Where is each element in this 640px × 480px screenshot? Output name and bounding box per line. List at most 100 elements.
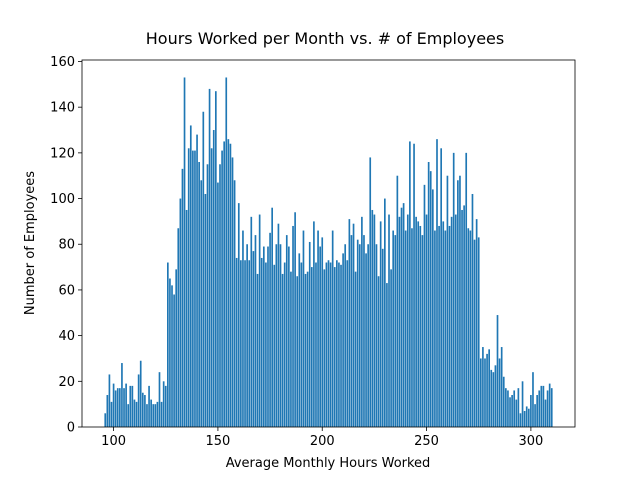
- bar: [313, 221, 315, 427]
- bar: [308, 241, 311, 427]
- bar: [358, 244, 361, 427]
- y-tick-label: 40: [58, 329, 75, 344]
- y-tick-label: 80: [58, 238, 75, 253]
- bar: [177, 228, 180, 427]
- bar: [361, 216, 363, 427]
- bar: [509, 397, 511, 427]
- bar: [511, 395, 513, 427]
- bar: [139, 360, 142, 427]
- bar: [550, 388, 553, 427]
- bar: [429, 171, 432, 427]
- bar: [202, 111, 205, 428]
- bar: [256, 273, 259, 427]
- bar: [275, 244, 278, 427]
- bar: [265, 262, 267, 427]
- bar: [386, 283, 388, 427]
- bar: [150, 399, 152, 427]
- bar: [438, 225, 440, 427]
- bar: [515, 399, 518, 427]
- bar: [461, 209, 463, 427]
- bar: [375, 244, 378, 427]
- bar: [534, 404, 536, 427]
- bar: [350, 235, 353, 427]
- bar: [237, 203, 240, 427]
- bar: [242, 230, 244, 427]
- bar: [363, 235, 365, 427]
- x-tick-label: 200: [310, 434, 335, 449]
- bar: [494, 365, 497, 427]
- bar: [231, 157, 234, 427]
- bar: [198, 162, 200, 427]
- bar: [119, 388, 121, 427]
- bar: [167, 262, 169, 427]
- bar: [154, 404, 157, 427]
- bar: [315, 262, 317, 427]
- bar: [346, 260, 349, 427]
- bar: [500, 347, 503, 427]
- bar: [133, 399, 136, 427]
- bar: [296, 276, 299, 427]
- bar: [454, 214, 457, 427]
- bar: [384, 198, 386, 427]
- bar: [381, 248, 384, 427]
- bar: [206, 164, 209, 428]
- bar: [194, 150, 196, 427]
- bar: [465, 152, 468, 427]
- bar: [390, 269, 392, 427]
- x-tick-label: 300: [518, 434, 543, 449]
- bar: [302, 230, 305, 427]
- x-tick-label: 100: [101, 434, 126, 449]
- bar: [252, 251, 255, 427]
- bar: [137, 374, 140, 427]
- bar: [532, 372, 534, 427]
- bar: [538, 390, 541, 427]
- bar: [446, 175, 449, 427]
- bar: [277, 223, 280, 427]
- x-tick-label: 150: [206, 434, 231, 449]
- bar: [413, 143, 415, 427]
- bar: [164, 385, 167, 427]
- bar: [323, 269, 326, 427]
- bar: [121, 363, 123, 427]
- bar: [290, 271, 292, 427]
- bar: [310, 267, 313, 427]
- bar: [329, 262, 332, 427]
- bar: [442, 221, 445, 427]
- bar: [304, 273, 307, 427]
- bar: [423, 184, 426, 427]
- bar: [540, 385, 543, 427]
- bar: [179, 198, 182, 427]
- bar: [367, 244, 369, 427]
- bar: [496, 315, 499, 427]
- bar: [292, 225, 294, 427]
- bar: [185, 209, 188, 427]
- bar: [400, 207, 403, 427]
- bar: [183, 77, 186, 427]
- bar: [548, 383, 551, 427]
- bar: [517, 388, 520, 427]
- bar: [388, 214, 390, 427]
- bar: [114, 390, 117, 427]
- bar: [417, 221, 420, 427]
- bar: [379, 221, 382, 427]
- bar: [131, 385, 134, 427]
- bar: [208, 88, 211, 428]
- y-tick-label: 160: [50, 55, 75, 70]
- bar: [200, 180, 203, 427]
- bar: [217, 182, 219, 427]
- bar: [196, 134, 198, 427]
- bar: [116, 388, 119, 427]
- bar: [325, 262, 328, 427]
- bar: [192, 150, 194, 427]
- y-tick-label: 20: [58, 375, 75, 390]
- bar: [459, 175, 461, 427]
- y-axis-label: Number of Employees: [23, 171, 38, 315]
- bar: [248, 260, 251, 427]
- bar: [419, 225, 422, 427]
- bar: [482, 347, 484, 427]
- bar: [425, 214, 428, 427]
- bar: [233, 180, 236, 427]
- bar: [189, 125, 192, 428]
- bar: [436, 139, 438, 427]
- bar: [108, 374, 111, 427]
